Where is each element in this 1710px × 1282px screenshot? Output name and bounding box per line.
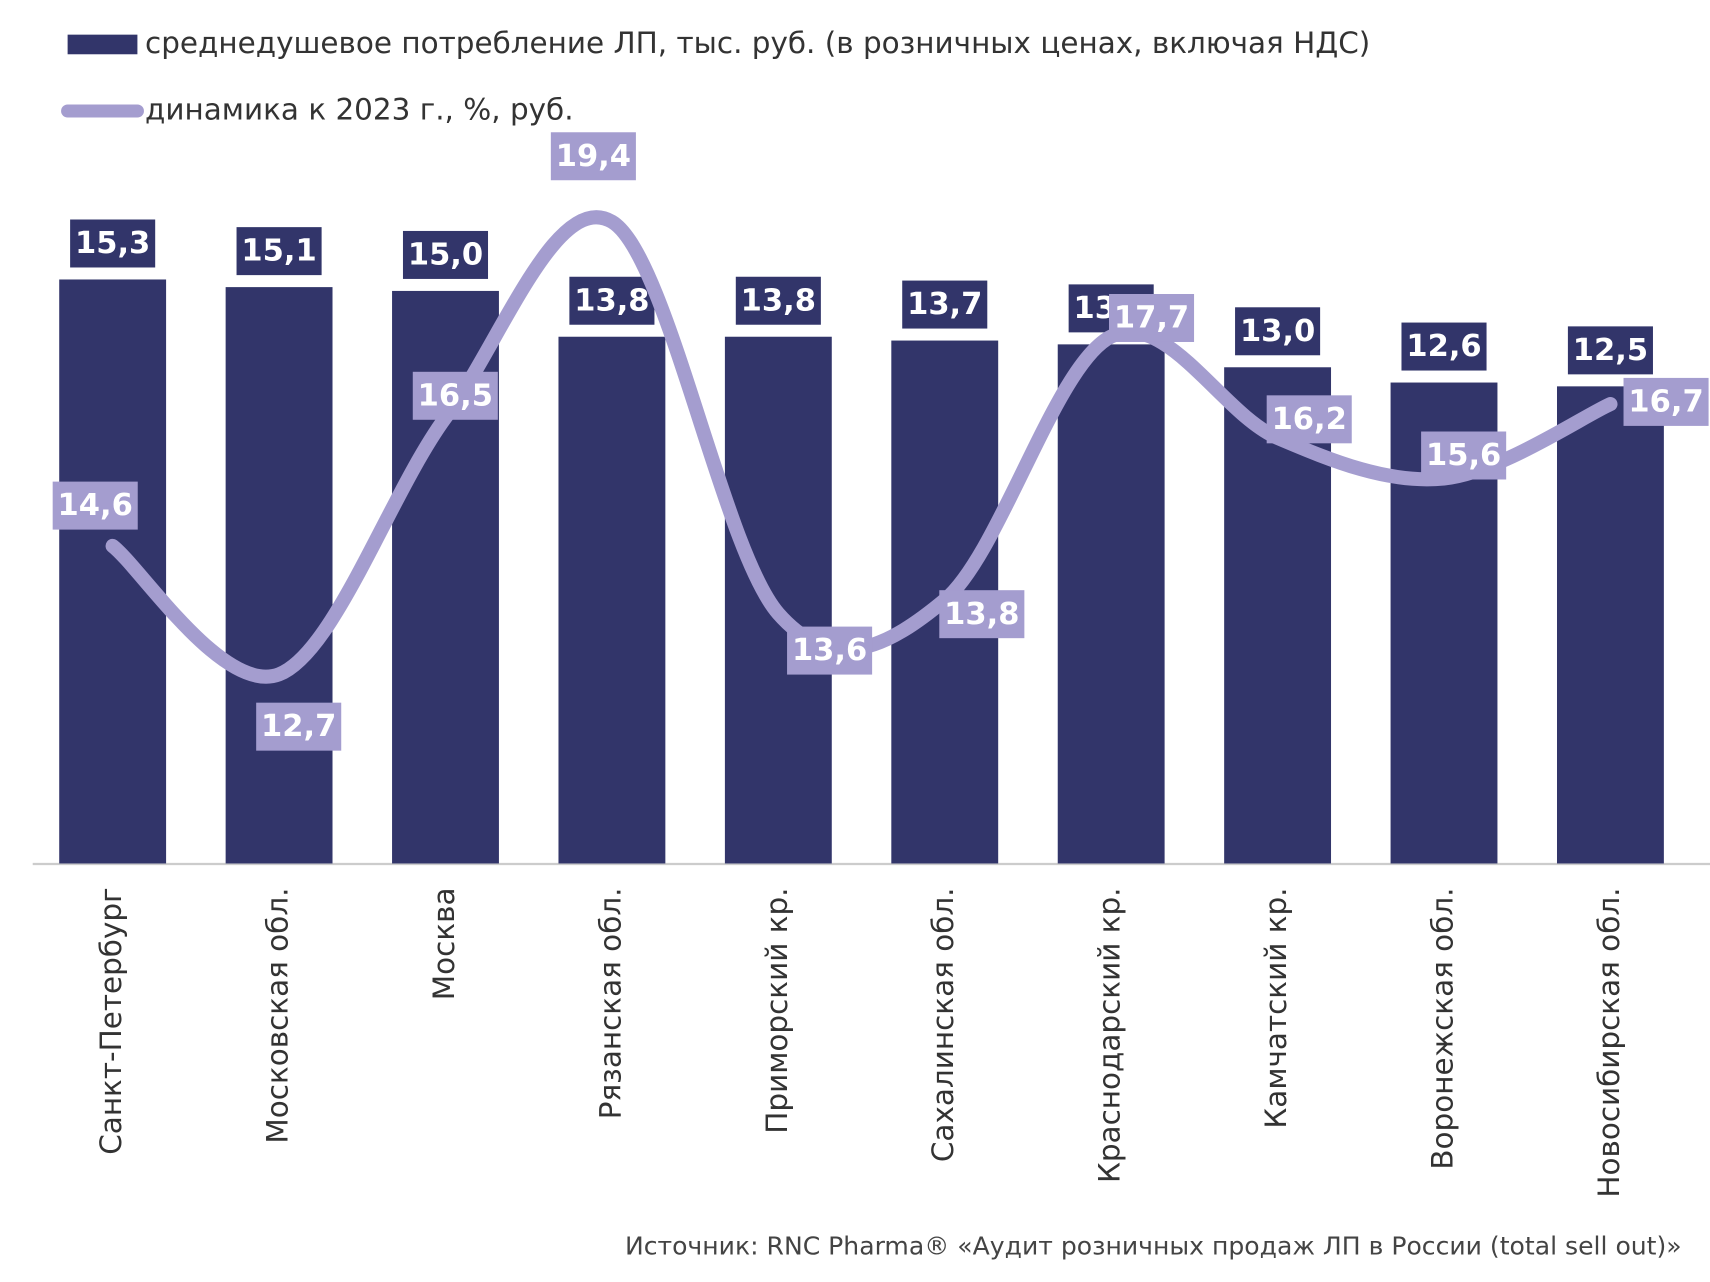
legend-swatch-bar [67, 34, 138, 55]
bar-value-label: 13,0 [1240, 314, 1315, 349]
x-tick-label: Воронежская обл. [1426, 887, 1460, 1169]
bar-value-label: 15,3 [75, 226, 150, 261]
line-value-label: 17,7 [1114, 301, 1189, 336]
x-tick-label: Москва [427, 887, 461, 1000]
bar-value-label-box [402, 230, 489, 279]
bar [558, 336, 666, 864]
bar [1556, 386, 1664, 864]
bar-value-label: 13,8 [741, 283, 816, 318]
bar [59, 279, 167, 864]
x-tick-label: Камчатский кр. [1259, 887, 1293, 1128]
line-value-label: 16,7 [1628, 384, 1703, 419]
bar-value-label: 12,5 [1573, 333, 1648, 368]
x-tick-label: Краснодарский кр. [1093, 887, 1127, 1183]
x-tick-label: Новосибирская обл. [1592, 887, 1626, 1197]
bar [225, 287, 333, 864]
bar-value-label: 15,1 [241, 234, 316, 269]
bar-value-label: 13,7 [907, 287, 982, 322]
line-value-label-box [1421, 431, 1507, 480]
bar-value-label-box [1235, 307, 1321, 356]
bar-value-label-box [569, 276, 655, 325]
bar-value-label: 15,0 [408, 238, 483, 273]
line-value-label: 15,6 [1426, 438, 1501, 473]
bar [1057, 344, 1165, 864]
bar-value-label-box [1401, 322, 1487, 371]
bar-value-label-box [735, 276, 821, 325]
bar-value-label-box [236, 227, 322, 276]
line-value-label-box [787, 626, 873, 675]
line-value-label: 13,6 [792, 633, 867, 668]
line-value-label: 19,4 [556, 139, 631, 174]
line [105, 210, 1618, 684]
line-value-label-box [52, 481, 138, 530]
x-tick-label: Приморский кр. [760, 887, 794, 1133]
line-value-label: 16,5 [418, 378, 493, 413]
line-value-label: 14,6 [58, 488, 133, 523]
line-value-label-box [1108, 293, 1195, 342]
bar-value-label: 13,8 [574, 283, 649, 318]
line-value-label-box [412, 371, 498, 420]
line-value-label: 13,8 [944, 597, 1019, 632]
line-value-label-box [939, 590, 1025, 639]
bar [724, 336, 832, 864]
bar-value-label-box [70, 219, 156, 268]
line-value-label-box [1623, 377, 1709, 426]
x-tick-label: Московская обл. [261, 887, 295, 1143]
line-value-label-box [256, 702, 342, 751]
x-tick-label: Санкт-Петербург [94, 887, 128, 1154]
line-value-label-box [550, 132, 636, 181]
line-value-label: 16,2 [1272, 402, 1347, 437]
legend-label: динамика к 2023 г., %, руб. [145, 92, 574, 126]
line-value-label-box [1266, 395, 1352, 444]
bar-value-label-box [902, 280, 988, 329]
x-tick-label: Сахалинская обл. [926, 887, 960, 1162]
legend-label: среднедушевое потребление ЛП, тыс. руб. … [145, 26, 1370, 60]
line-value-label: 12,7 [261, 709, 336, 744]
bar-value-label: 12,6 [1406, 329, 1481, 364]
x-tick-label: Рязанская обл. [593, 887, 627, 1119]
source-note: Источник: RNC Pharma® «Аудит розничных п… [625, 1231, 1682, 1260]
bar-value-label-box [1567, 326, 1653, 375]
